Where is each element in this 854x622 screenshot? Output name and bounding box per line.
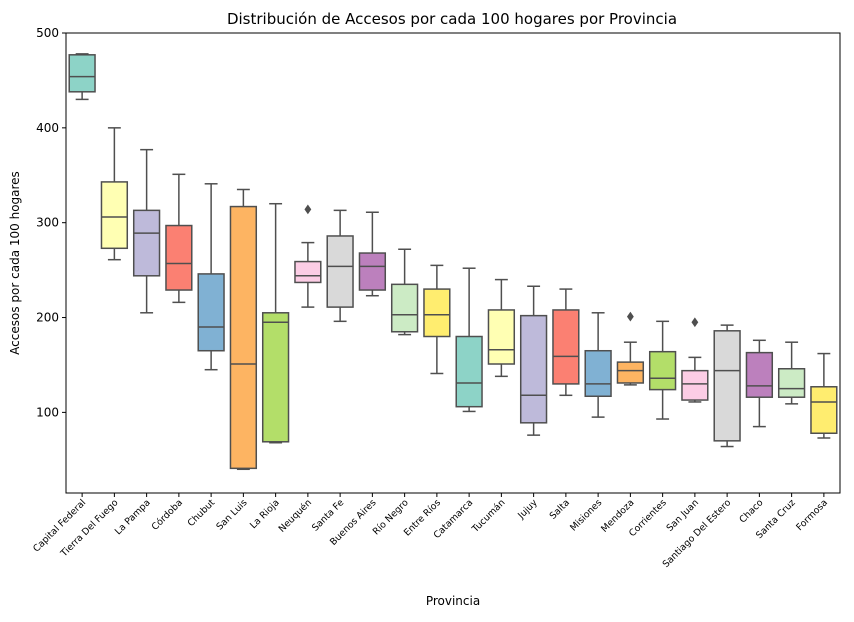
box-3 xyxy=(132,148,161,314)
box-iqr xyxy=(487,309,516,365)
x-tick-label: Formosa xyxy=(794,497,830,533)
box-iqr xyxy=(423,288,451,338)
box-iqr xyxy=(777,368,806,398)
x-tick-label: Misiones xyxy=(568,497,604,533)
box-13 xyxy=(455,267,483,413)
box-22 xyxy=(745,339,774,428)
box-6 xyxy=(229,188,258,471)
boxes-layer xyxy=(68,53,838,471)
outlier-point xyxy=(691,317,699,328)
x-tick-label: Chaco xyxy=(737,497,765,525)
box-18 xyxy=(616,311,645,386)
box-iqr xyxy=(229,205,258,470)
box-iqr xyxy=(455,335,483,408)
outlier-point xyxy=(304,204,312,215)
x-tick-label: Córdoba xyxy=(150,497,185,532)
box-20 xyxy=(681,317,709,403)
box-iqr xyxy=(326,235,354,308)
y-tick-label: 100 xyxy=(36,405,59,419)
box-1 xyxy=(68,53,96,101)
outlier-point xyxy=(626,311,634,322)
x-tick-label: Salta xyxy=(548,497,572,521)
box-17 xyxy=(584,312,612,418)
box-iqr xyxy=(358,252,387,291)
box-8 xyxy=(294,204,322,308)
box-iqr xyxy=(519,314,548,424)
box-12 xyxy=(423,264,451,375)
box-iqr xyxy=(261,312,290,443)
box-iqr xyxy=(713,330,741,442)
x-axis-label: Provincia xyxy=(426,594,480,608)
y-tick-label: 400 xyxy=(36,121,59,135)
box-19 xyxy=(648,320,677,420)
box-iqr xyxy=(810,386,838,434)
box-iqr xyxy=(294,260,322,284)
box-11 xyxy=(390,248,419,336)
box-2 xyxy=(100,127,129,261)
box-4 xyxy=(165,173,193,304)
box-iqr xyxy=(165,224,193,291)
y-tick-label: 200 xyxy=(36,311,59,325)
x-tick-label: Tierra Del Fuego xyxy=(58,497,121,560)
y-tick-label: 500 xyxy=(36,26,59,40)
box-iqr xyxy=(197,273,225,352)
box-iqr xyxy=(584,349,612,398)
y-axis-label: Accesos por cada 100 hogares xyxy=(8,171,22,355)
box-15 xyxy=(519,285,548,436)
x-tick-label: Chubut xyxy=(186,497,218,529)
box-iqr xyxy=(132,209,161,277)
x-tick-label: Jujuy xyxy=(515,497,540,522)
chart-title: Distribución de Accesos por cada 100 hog… xyxy=(227,10,677,28)
x-tick-label: Neuquén xyxy=(277,497,315,535)
box-24 xyxy=(810,352,838,439)
x-tick-label: Tucumán xyxy=(469,497,507,535)
y-axis: 100 200 300 400 500 xyxy=(36,26,66,419)
box-16 xyxy=(552,288,580,397)
box-iqr xyxy=(390,283,419,333)
box-iqr xyxy=(552,309,580,385)
box-14 xyxy=(487,278,516,378)
x-tick-label: La Pampa xyxy=(113,497,153,537)
box-iqr xyxy=(681,369,709,401)
box-5 xyxy=(197,183,225,371)
box-10 xyxy=(358,211,387,297)
box-iqr xyxy=(68,54,96,93)
box-21 xyxy=(713,324,741,448)
y-tick-label: 300 xyxy=(36,216,59,230)
box-iqr xyxy=(648,350,677,391)
x-tick-label: San Luis xyxy=(214,497,249,532)
box-iqr xyxy=(100,181,129,250)
box-iqr xyxy=(616,361,645,384)
box-23 xyxy=(777,341,806,405)
box-7 xyxy=(261,202,290,444)
plot-area xyxy=(65,32,841,494)
box-9 xyxy=(326,209,354,323)
box-iqr xyxy=(745,351,774,398)
